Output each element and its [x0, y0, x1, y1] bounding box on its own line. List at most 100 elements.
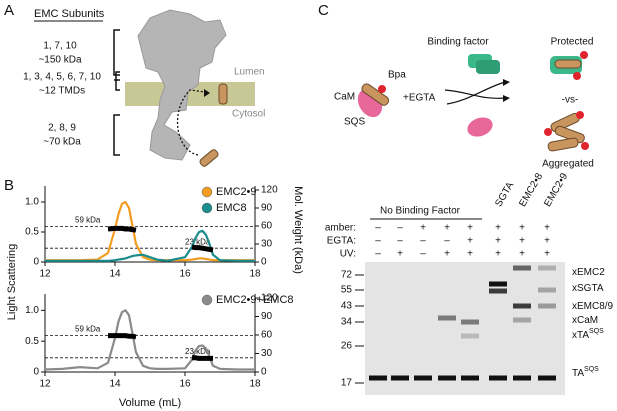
gel-band: [438, 375, 456, 381]
binding-factor: [476, 60, 500, 74]
lane-mark: –: [375, 236, 381, 247]
lane-mark: +: [397, 249, 403, 260]
egta-label: +EGTA: [403, 93, 436, 104]
sqs: [554, 59, 582, 69]
lane-mark: +: [444, 223, 450, 234]
size: ~70 kDa: [43, 137, 81, 148]
band-label: xEMC8/9: [572, 301, 614, 312]
lane-label: EMC2•9: [542, 171, 570, 209]
gel-band: [513, 303, 531, 309]
lumen-label: Lumen: [234, 67, 265, 78]
y-tick-label: 0.5: [25, 336, 39, 347]
legend-label: EMC8: [216, 202, 247, 214]
gel-band: [538, 303, 556, 309]
panel-label: B: [4, 177, 14, 194]
gel-band: [438, 315, 456, 321]
band-label: xSGTA: [572, 283, 604, 294]
arrow: [444, 81, 506, 105]
emc-structure: [137, 9, 227, 161]
band-label: xCaM: [572, 315, 598, 326]
band-label-text: xSGTA: [572, 283, 604, 294]
y2-tick-label: 60: [261, 330, 273, 341]
reference-label: 59 kDa: [75, 216, 101, 225]
bracket: [115, 71, 120, 91]
arrowhead: [204, 89, 210, 97]
mw-trace: [107, 225, 214, 253]
lane-mark: –: [420, 236, 426, 247]
y2-tick-label: 120: [261, 293, 278, 304]
mw-label: 43: [341, 301, 353, 312]
gel-band: [538, 265, 556, 271]
mw-label: 17: [341, 378, 353, 389]
x-axis-label: Volume (mL): [119, 397, 181, 409]
lane-mark: +: [467, 236, 473, 247]
legend-marker: [201, 294, 213, 306]
band-label-text: xEMC2: [572, 267, 605, 278]
gel-band: [461, 319, 479, 325]
gel: [365, 262, 565, 395]
subunits: 1, 3, 4, 5, 6, 7, 10: [23, 72, 101, 83]
lane-mark: +: [467, 223, 473, 234]
band-label: TASQS: [572, 366, 599, 379]
gel-band: [489, 288, 507, 294]
x-tick-label: 14: [109, 379, 121, 390]
gel-band: [391, 375, 409, 381]
bracket: [113, 29, 120, 156]
lane-mark: +: [544, 223, 550, 234]
lane-label: EMC2•8: [517, 171, 545, 209]
gel-band: [513, 265, 531, 271]
gel-band: [461, 333, 479, 339]
axis-frame: [44, 186, 256, 263]
band-label-sup: SQS: [589, 328, 604, 335]
lane-mark: +: [467, 249, 473, 260]
cam-free: [467, 117, 493, 137]
lane-label: SGTA: [493, 180, 516, 209]
gel-band: [489, 281, 507, 287]
lane-mark: –: [375, 249, 381, 260]
band-label-text: TA: [572, 368, 584, 379]
gel-header: No Binding Factor: [380, 206, 461, 217]
bpa-label: Bpa: [388, 70, 406, 81]
legend-label: EMC2•9+EMC8: [216, 294, 294, 306]
lane-mark: –: [397, 223, 403, 234]
y2-tick-label: 90: [261, 203, 273, 214]
gel-band: [369, 375, 387, 381]
y2-tick-label: 30: [261, 348, 273, 359]
lane-mark: +: [519, 223, 525, 234]
panel-label: C: [318, 2, 329, 19]
bpa: [378, 85, 386, 93]
vs-label: -vs-: [562, 95, 579, 106]
legend-label: EMC2•9: [216, 186, 257, 198]
lane-mark: –: [375, 223, 381, 234]
lane-mark: +: [519, 236, 525, 247]
x-tick-label: 14: [109, 269, 121, 280]
y-axis-label: Light Scattering: [6, 244, 18, 320]
x-tick-label: 16: [179, 269, 191, 280]
lane-mark: +: [420, 223, 426, 234]
y2-axis-label: Mol. Weight (kDa): [292, 186, 304, 274]
gel-band: [538, 287, 556, 293]
lane-mark: –: [444, 236, 450, 247]
binding-factor-label: Binding factor: [427, 37, 489, 48]
aggregated-label: Aggregated: [542, 159, 594, 170]
gel-band: [461, 375, 479, 381]
subunits: 2, 8, 9: [48, 123, 76, 134]
tma: [218, 83, 228, 105]
mw-label: 55: [341, 285, 353, 296]
x-tick-label: 12: [39, 269, 51, 280]
lane-mark: –: [420, 249, 426, 260]
sqs: [361, 83, 390, 106]
gel-band: [538, 375, 556, 381]
y2-tick-label: 0: [261, 367, 267, 378]
x-tick-label: 18: [249, 379, 261, 390]
size: ~12 TMDs: [39, 86, 85, 97]
trace: [45, 200, 255, 262]
mw-label: 72: [341, 270, 353, 281]
band-label: xEMC2: [572, 267, 605, 278]
reference-label: 23 kDa: [185, 237, 211, 246]
x-tick-label: 12: [39, 379, 51, 390]
mw-label: 34: [341, 317, 353, 328]
tma: [199, 149, 219, 167]
band-label-text: xCaM: [572, 315, 598, 326]
